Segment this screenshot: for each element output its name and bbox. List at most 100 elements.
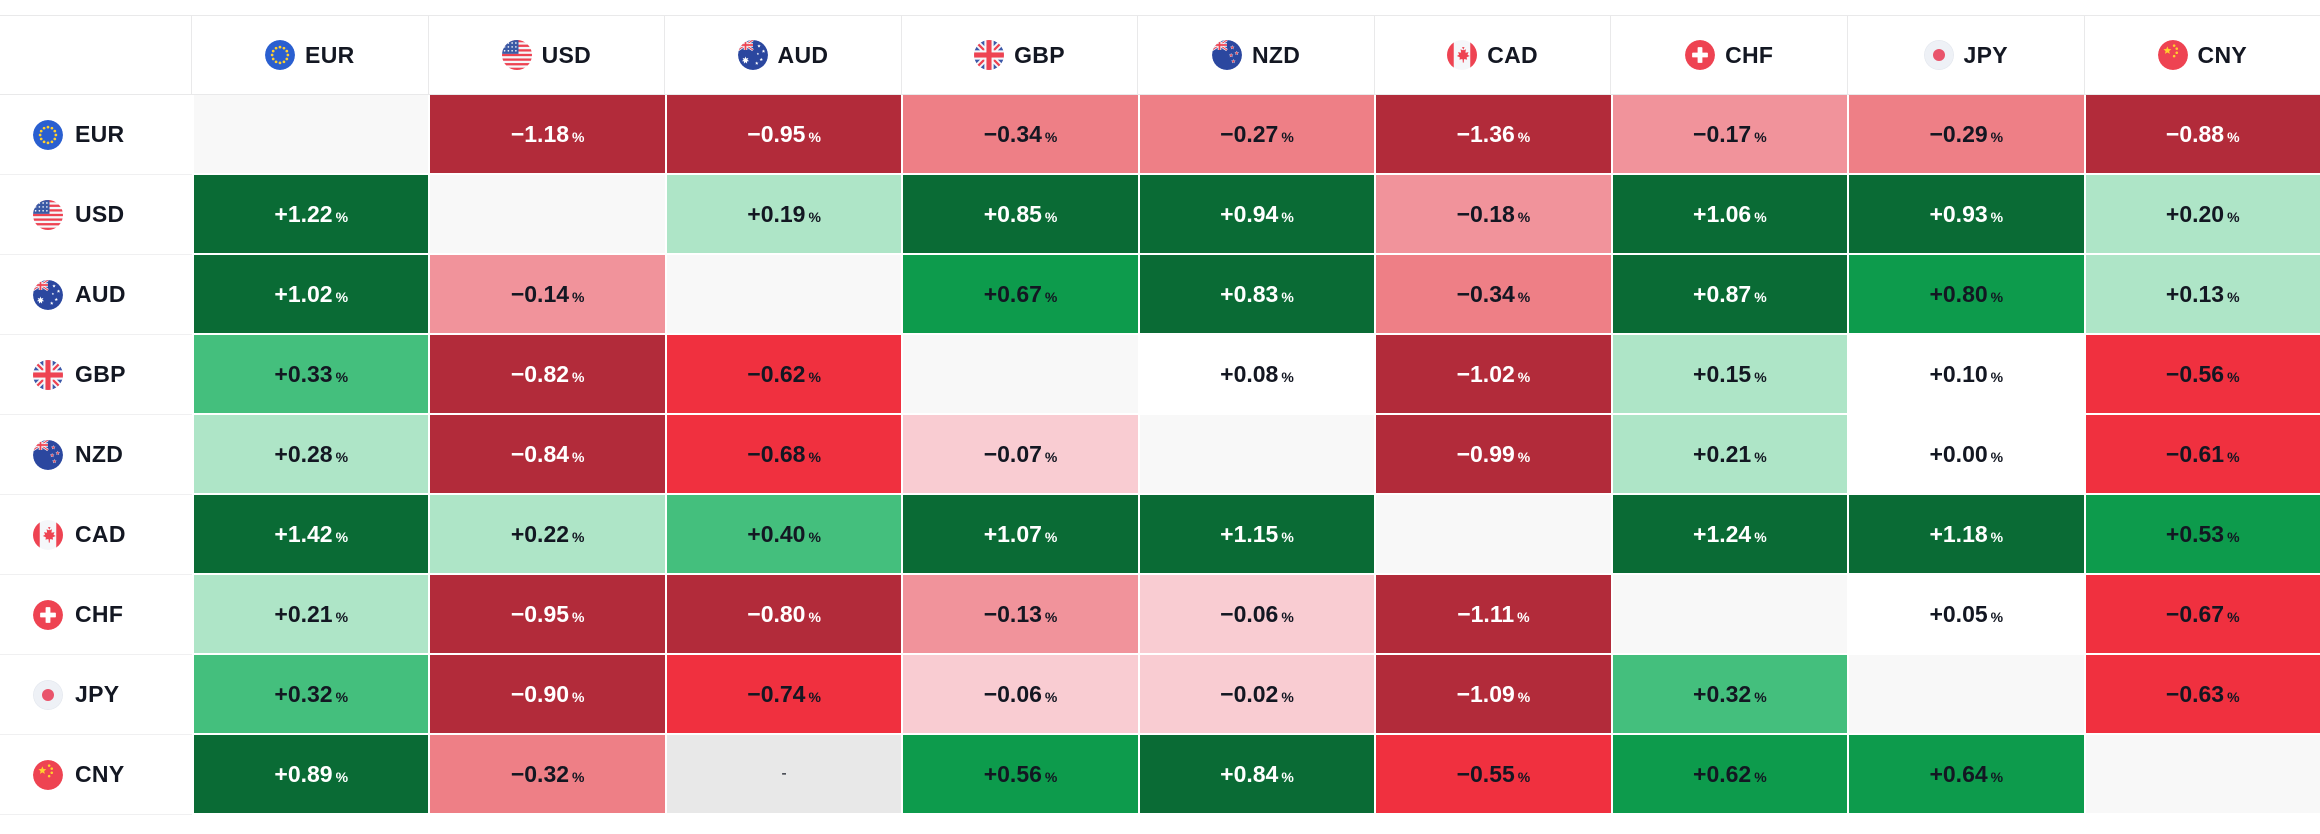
cell-value-wrap: +0.00%	[1929, 441, 2003, 468]
column-header-row: EUR USD AUD GBP NZD CAD CHF JPY CNY	[0, 15, 2320, 95]
cell-nzd-cny[interactable]: −0.61%	[2083, 415, 2320, 495]
cell-cad-gbp[interactable]: +1.07%	[901, 495, 1138, 575]
cell-value: −1.09	[1456, 680, 1515, 707]
percent-suffix: %	[1281, 368, 1294, 385]
cell-nzd-aud[interactable]: −0.68%	[664, 415, 902, 495]
percent-suffix: %	[808, 448, 821, 465]
cell-value: −0.56	[2165, 360, 2225, 387]
cell-aud-jpy[interactable]: +0.80%	[1847, 255, 2084, 335]
percent-suffix: %	[1281, 208, 1294, 225]
cell-aud-chf[interactable]: +0.87%	[1610, 255, 1848, 335]
cell-eur-aud[interactable]: −0.95%	[664, 95, 902, 175]
cell-cad-cny[interactable]: +0.53%	[2083, 495, 2320, 575]
cell-value-wrap: +0.13%	[2166, 281, 2240, 308]
cell-value-wrap: −0.02%	[1220, 681, 1294, 708]
cell-cny-cad[interactable]: −0.55%	[1374, 735, 1611, 815]
cell-usd-aud[interactable]: +0.19%	[664, 175, 902, 255]
cell-value-wrap: +1.07%	[984, 521, 1058, 548]
percent-suffix: %	[1754, 368, 1767, 385]
cell-gbp-eur[interactable]: +0.33%	[192, 335, 429, 415]
cell-jpy-eur[interactable]: +0.32%	[192, 655, 429, 735]
cell-chf-nzd[interactable]: −0.06%	[1137, 575, 1375, 655]
cell-aud-usd[interactable]: −0.14%	[428, 255, 665, 335]
cell-value-wrap: +0.32%	[1693, 681, 1767, 708]
cell-cad-chf[interactable]: +1.24%	[1610, 495, 1848, 575]
cell-jpy-cny[interactable]: −0.63%	[2083, 655, 2320, 735]
cell-gbp-cad[interactable]: −1.02%	[1374, 335, 1611, 415]
cell-gbp-cny[interactable]: −0.56%	[2083, 335, 2320, 415]
cell-gbp-usd[interactable]: −0.82%	[428, 335, 665, 415]
cell-aud-eur[interactable]: +1.02%	[192, 255, 429, 335]
row-header-label: GBP	[75, 361, 126, 387]
row-header-label: CNY	[75, 761, 125, 787]
cell-nzd-eur[interactable]: +0.28%	[192, 415, 429, 495]
cell-nzd-jpy[interactable]: +0.00%	[1847, 415, 2084, 495]
cell-aud-gbp[interactable]: +0.67%	[901, 255, 1138, 335]
cell-value: +0.62	[1693, 760, 1752, 787]
cell-chf-jpy[interactable]: +0.05%	[1847, 575, 2084, 655]
cell-cad-aud[interactable]: +0.40%	[664, 495, 902, 575]
cell-value: +0.40	[747, 520, 806, 547]
cell-chf-cad[interactable]: −1.11%	[1374, 575, 1611, 655]
cell-usd-eur[interactable]: +1.22%	[192, 175, 429, 255]
nzd-flag-icon	[1211, 40, 1242, 70]
cell-eur-usd[interactable]: −1.18%	[428, 95, 665, 175]
cell-nzd-chf[interactable]: +0.21%	[1610, 415, 1848, 495]
cell-eur-gbp[interactable]: −0.34%	[901, 95, 1138, 175]
cell-cad-eur[interactable]: +1.42%	[192, 495, 429, 575]
cell-cny-jpy[interactable]: +0.64%	[1847, 735, 2084, 815]
usd-flag-icon	[501, 40, 532, 70]
col-header-usd: USD	[429, 16, 666, 94]
cell-aud-nzd[interactable]: +0.83%	[1137, 255, 1375, 335]
cell-jpy-cad[interactable]: −1.09%	[1374, 655, 1611, 735]
cell-value-wrap: −1.09%	[1457, 681, 1531, 708]
cell-usd-jpy[interactable]: +0.93%	[1847, 175, 2084, 255]
cell-aud-cad[interactable]: −0.34%	[1374, 255, 1611, 335]
cell-jpy-aud[interactable]: −0.74%	[664, 655, 902, 735]
cell-jpy-nzd[interactable]: −0.02%	[1137, 655, 1375, 735]
cell-value: −0.34	[983, 120, 1042, 147]
cell-nzd-cad[interactable]: −0.99%	[1374, 415, 1611, 495]
cell-cad-nzd[interactable]: +1.15%	[1137, 495, 1375, 575]
cell-jpy-chf[interactable]: +0.32%	[1610, 655, 1848, 735]
cell-aud-cny[interactable]: +0.13%	[2083, 255, 2320, 335]
cell-chf-aud[interactable]: −0.80%	[664, 575, 902, 655]
cell-cny-nzd[interactable]: +0.84%	[1137, 735, 1375, 815]
cell-nzd-usd[interactable]: −0.84%	[428, 415, 665, 495]
cell-chf-eur[interactable]: +0.21%	[192, 575, 429, 655]
cell-usd-nzd[interactable]: +0.94%	[1137, 175, 1375, 255]
cell-eur-nzd[interactable]: −0.27%	[1137, 95, 1375, 175]
cell-value-wrap: +0.08%	[1220, 361, 1294, 388]
cell-gbp-aud[interactable]: −0.62%	[664, 335, 902, 415]
cell-cny-eur[interactable]: +0.89%	[192, 735, 429, 815]
cell-gbp-nzd[interactable]: +0.08%	[1137, 335, 1375, 415]
cell-jpy-usd[interactable]: −0.90%	[428, 655, 665, 735]
cell-eur-jpy[interactable]: −0.29%	[1847, 95, 2084, 175]
cell-cad-usd[interactable]: +0.22%	[428, 495, 665, 575]
cell-gbp-jpy[interactable]: +0.10%	[1847, 335, 2084, 415]
cell-eur-chf[interactable]: −0.17%	[1610, 95, 1848, 175]
cell-chf-usd[interactable]: −0.95%	[428, 575, 665, 655]
cell-usd-cny[interactable]: +0.20%	[2083, 175, 2320, 255]
col-header-gbp: GBP	[902, 16, 1139, 94]
cell-cad-jpy[interactable]: +1.18%	[1847, 495, 2084, 575]
cell-jpy-gbp[interactable]: −0.06%	[901, 655, 1138, 735]
cell-value: −1.11	[1457, 600, 1515, 627]
col-header-label: AUD	[777, 41, 829, 68]
percent-suffix: %	[2227, 448, 2240, 465]
cell-usd-cad[interactable]: −0.18%	[1374, 175, 1611, 255]
cell-nzd-gbp[interactable]: −0.07%	[901, 415, 1138, 495]
cell-cny-gbp[interactable]: +0.56%	[901, 735, 1138, 815]
cell-cny-chf[interactable]: +0.62%	[1610, 735, 1848, 815]
cell-chf-cny[interactable]: −0.67%	[2083, 575, 2320, 655]
row-header-eur: EUR	[0, 95, 192, 175]
cell-chf-gbp[interactable]: −0.13%	[901, 575, 1138, 655]
cell-usd-chf[interactable]: +1.06%	[1610, 175, 1848, 255]
cell-eur-cny[interactable]: −0.88%	[2083, 95, 2320, 175]
cell-value: +1.18	[1929, 520, 1988, 547]
percent-suffix: %	[335, 608, 349, 625]
cell-usd-gbp[interactable]: +0.85%	[901, 175, 1138, 255]
cell-cny-usd[interactable]: −0.32%	[428, 735, 665, 815]
cell-gbp-chf[interactable]: +0.15%	[1610, 335, 1848, 415]
cell-eur-cad[interactable]: −1.36%	[1374, 95, 1611, 175]
